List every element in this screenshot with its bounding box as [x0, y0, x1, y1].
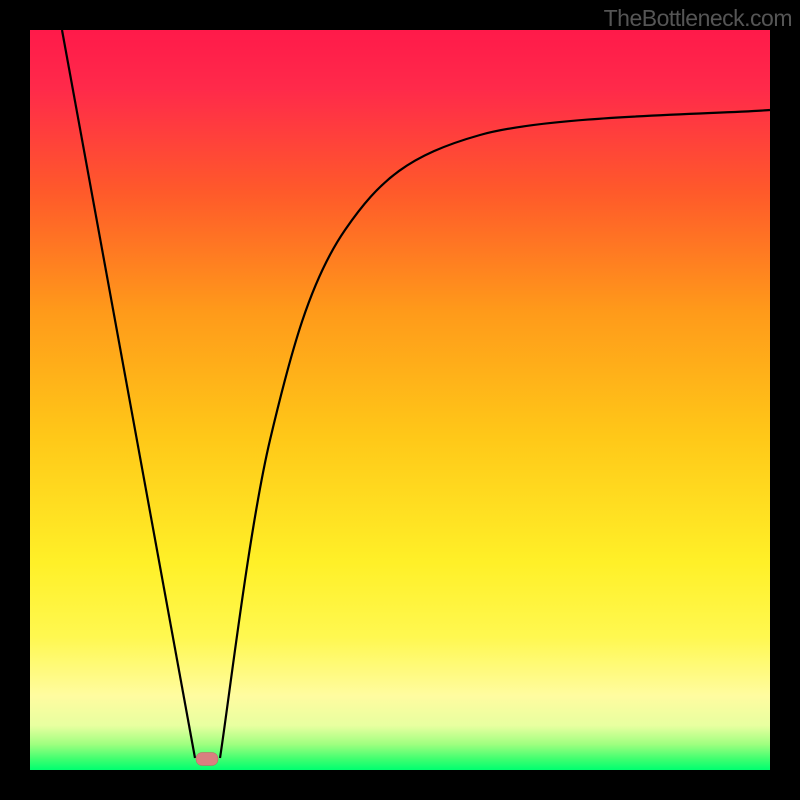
- optimum-marker: [196, 753, 218, 766]
- border-bottom: [0, 770, 800, 800]
- border-left: [0, 0, 30, 800]
- bottleneck-chart: [0, 0, 800, 800]
- plot-background: [30, 30, 770, 770]
- chart-container: TheBottleneck.com: [0, 0, 800, 800]
- border-right: [770, 0, 800, 800]
- attribution-text: TheBottleneck.com: [604, 5, 792, 32]
